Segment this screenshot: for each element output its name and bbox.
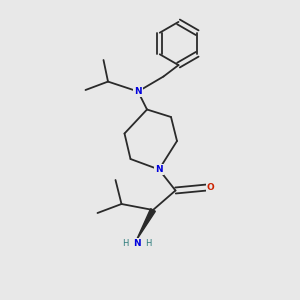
Text: N: N bbox=[134, 87, 142, 96]
Text: N: N bbox=[133, 238, 140, 247]
Text: O: O bbox=[207, 183, 214, 192]
Polygon shape bbox=[136, 209, 155, 240]
Text: N: N bbox=[155, 165, 163, 174]
Text: H: H bbox=[122, 238, 128, 247]
Text: H: H bbox=[145, 238, 151, 247]
